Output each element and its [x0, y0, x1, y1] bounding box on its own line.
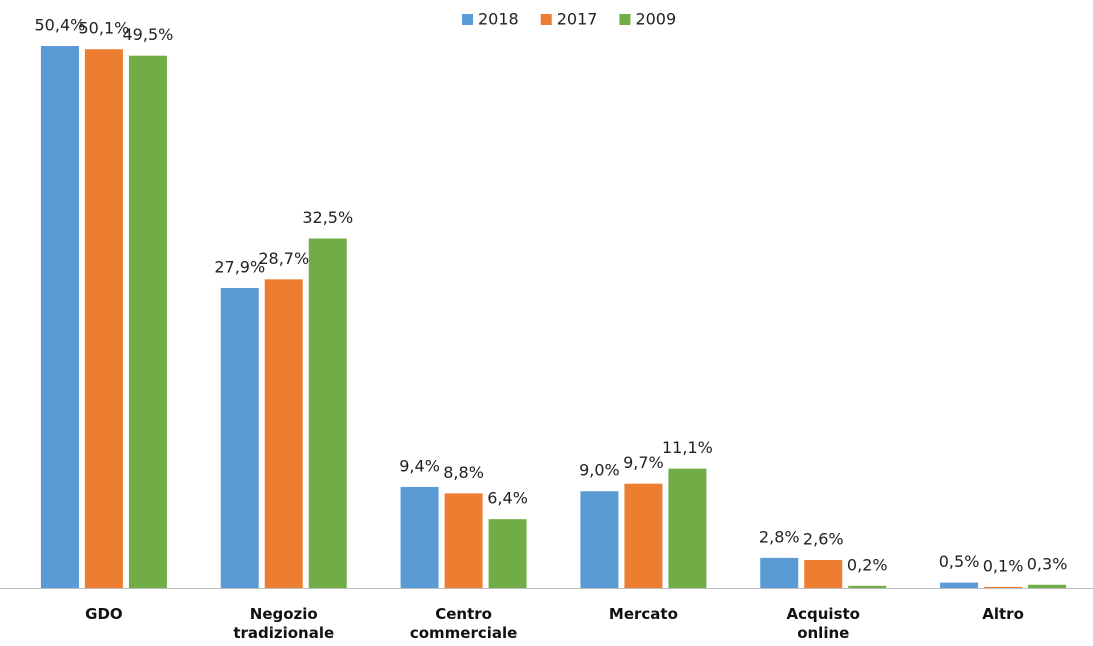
bar	[580, 491, 619, 588]
x-tick-label: Acquisto online	[786, 605, 860, 642]
data-label: 9,4%	[399, 456, 440, 475]
data-label: 0,2%	[847, 555, 888, 574]
data-label: 9,0%	[579, 461, 620, 480]
x-tick-label: Altro	[982, 605, 1024, 623]
bar	[984, 586, 1023, 588]
x-tick-label: GDO	[85, 605, 123, 623]
x-tick-label: Mercato	[608, 605, 678, 623]
bar	[400, 486, 439, 588]
data-label: 50,4%	[35, 16, 86, 35]
legend-label: 2017	[557, 10, 598, 29]
data-label: 11,1%	[662, 438, 713, 457]
legend-label: 2009	[635, 10, 676, 29]
data-label: 27,9%	[214, 257, 265, 276]
bar	[444, 493, 483, 588]
data-label: 49,5%	[123, 25, 174, 44]
bar	[848, 585, 887, 588]
data-label: 2,6%	[803, 530, 844, 549]
x-tick-label: Negozio tradizionale	[233, 605, 335, 642]
bar	[220, 287, 259, 588]
data-label: 50,1%	[79, 19, 130, 38]
data-label: 0,1%	[983, 556, 1024, 575]
data-label: 8,8%	[443, 463, 484, 482]
bar	[940, 582, 979, 588]
data-label: 32,5%	[302, 208, 353, 227]
bar	[308, 238, 347, 588]
bar	[1028, 584, 1067, 588]
data-label: 6,4%	[487, 489, 528, 508]
legend-swatch	[462, 14, 473, 25]
bar	[488, 519, 527, 588]
legend-swatch	[540, 14, 552, 25]
data-label: 2,8%	[759, 527, 800, 546]
bar	[84, 49, 123, 588]
data-label: 28,7%	[258, 249, 309, 268]
bar	[264, 279, 303, 588]
bar	[668, 468, 707, 588]
data-label: 0,5%	[939, 552, 980, 571]
bar	[128, 55, 167, 588]
bar	[40, 46, 79, 588]
legend-swatch	[619, 14, 631, 25]
x-tick-label: Centro commerciale	[409, 605, 518, 642]
bar	[760, 557, 799, 588]
bar	[624, 483, 663, 588]
data-label: 0,3%	[1027, 554, 1068, 573]
data-label: 9,7%	[623, 453, 664, 472]
legend-label: 2018	[478, 10, 519, 29]
bar	[804, 560, 843, 588]
